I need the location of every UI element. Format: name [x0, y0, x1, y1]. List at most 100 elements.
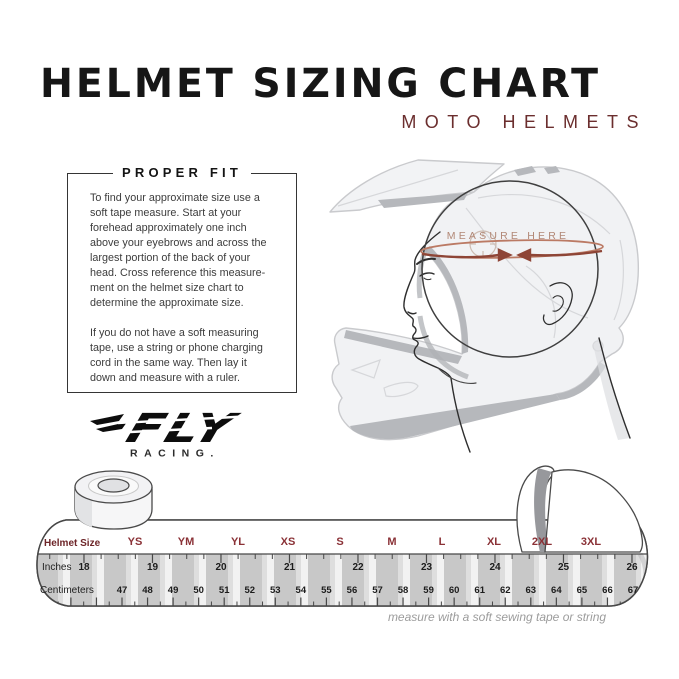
cm-value: 52 [244, 585, 255, 596]
cm-value: 66 [602, 585, 613, 596]
neck-shadow [593, 338, 630, 440]
proper-fit-box: PROPER FIT To find your approximate size… [67, 165, 297, 393]
tape-caption: measure with a soft sewing tape or strin… [388, 610, 606, 624]
inch-value: 21 [284, 562, 296, 573]
helmet-liner-edges [416, 247, 469, 380]
tape-stripe [335, 521, 342, 606]
tape-stripe [165, 521, 172, 606]
tape-stripe [432, 521, 437, 606]
tape-cm-label: Centimeters [40, 585, 94, 596]
cm-value: 54 [296, 585, 307, 596]
tape-stripe [92, 521, 97, 606]
tape-stripe [267, 521, 274, 606]
tape-stripe [364, 521, 369, 606]
header: HELMET SIZING CHART MOTO HELMETS [40, 64, 639, 133]
face-profile [403, 231, 631, 453]
tape-roll-icon [74, 470, 153, 530]
tape-stripe [539, 521, 546, 606]
cm-value: 61 [474, 585, 485, 596]
tape-stripe [131, 521, 138, 606]
tape-size-l: L [439, 536, 446, 548]
tape-stripe [648, 521, 670, 606]
tape-band-outline [36, 519, 649, 607]
cm-value: 59 [423, 585, 434, 596]
measure-here-label: MEASURE HERE [447, 230, 569, 242]
page-title: HELMET SIZING CHART [40, 61, 601, 107]
tape-stripe [670, 521, 675, 606]
cm-value: 62 [500, 585, 511, 596]
head-circumference-circle [421, 180, 599, 358]
helmet-panel-lines [337, 169, 624, 398]
helmet-illustration: MEASURE HERE [329, 159, 640, 453]
cm-value: 55 [321, 585, 332, 596]
tape-stripe [534, 521, 539, 606]
tape-stripe [500, 521, 505, 606]
cm-value: 51 [219, 585, 230, 596]
tape-stripe [568, 521, 573, 606]
tape-size-xs: XS [281, 536, 296, 548]
tape-stripe [466, 521, 471, 606]
page-subtitle: MOTO HELMETS [401, 111, 647, 132]
tape-stripe [228, 521, 233, 606]
tape-stripe [63, 521, 70, 606]
tape-size-m: M [387, 536, 396, 548]
cm-value: 50 [193, 585, 204, 596]
tape-stripe [403, 521, 410, 606]
cm-value: 53 [270, 585, 281, 596]
tape-stripe [126, 521, 131, 606]
tape-stripe [602, 521, 607, 606]
tape-stripe [97, 521, 104, 606]
tape-size-s: S [336, 536, 343, 548]
fly-racing-logo: FLY RACING. [90, 406, 255, 460]
tape-stripe [607, 521, 614, 606]
cm-value: 57 [372, 585, 383, 596]
helmet-shell [329, 159, 640, 441]
tape-stripe [194, 521, 199, 606]
tape-stripe [636, 521, 641, 606]
tape-size-3xl: 3XL [581, 536, 601, 548]
tape-size-ys: YS [128, 536, 143, 548]
fly-logo-speed-bars-icon [90, 414, 127, 432]
tape-stripe [160, 521, 165, 606]
tape-stripe [301, 521, 308, 606]
tape-stripe [58, 521, 63, 606]
tape-inches-label: Inches [42, 562, 71, 573]
tape-stripe [199, 521, 206, 606]
cm-value: 67 [628, 585, 639, 596]
cm-value: 65 [577, 585, 588, 596]
fit-paragraph-1: To find your approximate size use a soft… [90, 192, 267, 309]
tape-stripe [369, 521, 376, 606]
cm-value: 60 [449, 585, 460, 596]
tape-size-row-label: Helmet Size [44, 538, 101, 549]
inch-value: 20 [215, 562, 227, 573]
cm-value: 64 [551, 585, 562, 596]
tape-stripe [471, 521, 478, 606]
fly-logo-slits-icon [117, 414, 255, 434]
tape-curl-icon [516, 465, 644, 553]
cm-value: 48 [142, 585, 153, 596]
fit-paragraph-2: If you do not have a soft measuring tape… [90, 327, 263, 384]
inch-value: 23 [421, 562, 433, 573]
tape-size-ym: YM [178, 536, 195, 548]
tape-size-2xl: 2XL [532, 536, 552, 548]
tape-labels: Helmet Size YS YM YL XS S M L XL 2XL 3XL Inches 18 19… [40, 536, 638, 596]
tape-size-xl: XL [487, 536, 501, 548]
inch-value: 18 [78, 562, 90, 573]
cm-value: 63 [526, 585, 537, 596]
inch-value: 24 [489, 562, 501, 573]
fly-logo-racing-word: RACING. [130, 448, 220, 460]
tape-stripe [675, 521, 679, 606]
inch-value: 19 [147, 562, 159, 573]
inch-value: 25 [558, 562, 570, 573]
tape-stripe [296, 521, 301, 606]
tape-stripe [437, 521, 444, 606]
tape-stripe [233, 521, 240, 606]
sizing-tape: Helmet Size YS YM YL XS S M L XL 2XL 3XL Inches 18 19… [36, 465, 679, 624]
measure-arrows-icon [421, 248, 603, 262]
cm-value: 56 [347, 585, 358, 596]
measure-ellipse [420, 239, 604, 259]
inch-value: 26 [626, 562, 638, 573]
tape-stripe [573, 521, 580, 606]
inch-value: 22 [352, 562, 364, 573]
